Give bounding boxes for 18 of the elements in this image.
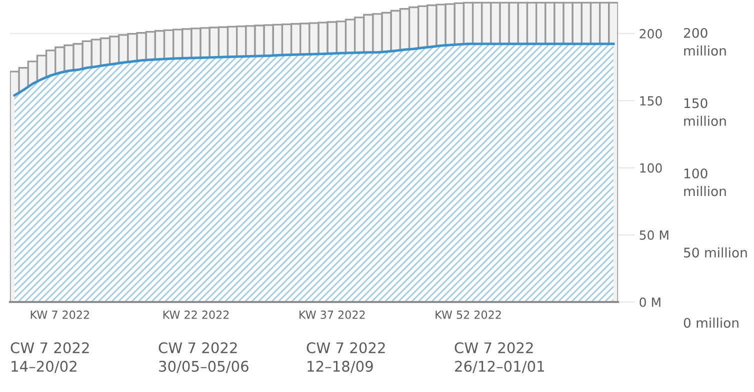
x-tick-label: KW 7 2022	[30, 310, 89, 319]
text: CW 7 2022 14–20/02	[10, 342, 89, 373]
y-tick-label: 100	[640, 163, 662, 173]
text: 0 million	[684, 318, 738, 328]
x-tick-label: KW 37 2022	[300, 310, 365, 319]
text: 200 million	[684, 28, 726, 56]
text: CW 7 2022 30/05–05/06	[158, 342, 248, 373]
text: 150 million	[684, 98, 726, 126]
y-tick-label: 50 M	[640, 230, 668, 240]
text: 100 million	[684, 168, 726, 196]
x-tick-label: KW 52 2022	[436, 310, 501, 319]
x-tick-label: KW 22 2022	[163, 310, 229, 319]
text: CW 7 2022 26/12–01/01	[454, 342, 544, 373]
text: 50 million	[684, 247, 747, 258]
y-tick-label: 150	[640, 96, 662, 106]
y-tick-label: 0 M	[640, 297, 660, 307]
y-tick-label: 200	[640, 29, 662, 38]
text: CW 7 2022 12–18/09	[306, 342, 385, 373]
